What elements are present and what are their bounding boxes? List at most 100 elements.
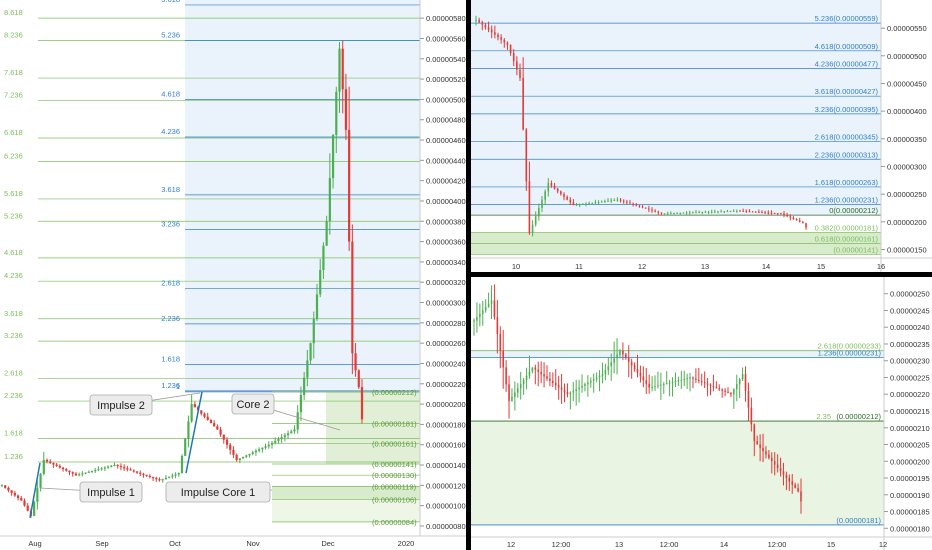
y-tick-label: 0.00000260 <box>426 339 466 348</box>
candle-body <box>4 485 7 488</box>
candle-body <box>232 449 235 455</box>
candle-body <box>657 385 659 387</box>
candle-body <box>184 438 187 456</box>
candle-body <box>487 27 490 30</box>
candle-body <box>338 48 341 92</box>
candle-body <box>688 212 691 214</box>
fib-level-blue-label: 1.618 <box>161 354 180 363</box>
candle-body <box>65 469 68 471</box>
candle-body <box>484 307 487 311</box>
candle-body <box>754 211 757 213</box>
x-tick-label: 15 <box>827 540 835 549</box>
candle-body <box>481 310 484 314</box>
candle-body <box>632 203 634 205</box>
hourly-bottom-chart-panel[interactable]: 2.618(0.00000233) 1.236(0.00000231) (0.000… <box>471 277 932 550</box>
daily-chart-panel[interactable]: 8.618 8.236 7.618 7.236 6.618 6.236 5.618 5.236… <box>0 0 466 550</box>
candle-body <box>597 202 600 204</box>
candle-body <box>277 439 280 441</box>
candle-body <box>241 456 245 459</box>
candle-body <box>744 374 747 391</box>
candle-body <box>657 211 660 213</box>
y-tick-label: 0.00000350 <box>887 135 927 144</box>
candle-body <box>566 392 569 395</box>
candle-body <box>700 381 703 383</box>
candle-body <box>254 450 258 453</box>
candle-body <box>689 377 691 379</box>
candle-body <box>312 318 315 344</box>
y-tick-label: 0.00000560 <box>426 34 466 43</box>
candle-body <box>490 29 493 33</box>
candle-body <box>479 313 481 318</box>
candle-body <box>692 377 694 379</box>
candle-body <box>723 211 726 213</box>
candle-body <box>335 91 338 135</box>
candle-body <box>306 360 309 378</box>
fib-level-green-label: 3.236 <box>4 331 23 340</box>
fib-green-zone <box>326 391 420 465</box>
core-2-callout-box <box>231 393 275 415</box>
candle-body <box>528 371 531 376</box>
hourly-top-chart[interactable]: 5.236(0.00000559) 4.618(0.00000509) 4.236(… <box>471 0 932 272</box>
candle-body <box>554 383 557 386</box>
candle-body <box>625 354 627 359</box>
candle-body <box>748 211 751 213</box>
candle-body <box>613 200 616 202</box>
candle-body <box>706 383 709 385</box>
candle-body <box>698 212 700 214</box>
y-tick-label: 0.00000160 <box>426 441 466 450</box>
candle-body <box>732 210 735 212</box>
candle-body <box>645 380 648 384</box>
price-level-label: (0.00000119) <box>372 482 417 491</box>
candle-body <box>686 378 688 380</box>
candle-body <box>665 383 668 385</box>
fib-level-label-secondary: 2.35 <box>816 412 831 421</box>
candle-body <box>745 211 748 213</box>
candle-body <box>730 393 732 395</box>
fib-level-label: 1.236(0.00000231) <box>818 348 882 357</box>
fib-level-label: 0.618(0.00000161) <box>815 234 879 243</box>
candle-body <box>662 383 665 385</box>
candle-body <box>714 211 716 213</box>
candle-body <box>522 380 525 385</box>
candle-body <box>575 389 577 391</box>
candle-body <box>642 376 645 381</box>
impulse-1-callout-box <box>79 481 143 503</box>
candle-body <box>738 379 741 385</box>
candle-body <box>519 69 521 78</box>
candle-body <box>633 365 636 370</box>
fib-blue-zone <box>185 0 420 392</box>
y-tick-label: 0.00000300 <box>887 162 927 171</box>
y-tick-label: 0.00000230 <box>890 357 930 366</box>
x-tick-label: Dec <box>321 539 335 548</box>
candle-body <box>676 212 678 214</box>
candle-body <box>174 474 177 476</box>
candle-body <box>742 210 744 212</box>
y-tick-label: 0.00000150 <box>887 245 927 254</box>
candle-body <box>534 367 537 370</box>
candle-body <box>142 473 145 475</box>
candle-body <box>177 473 180 475</box>
y-tick-label: 0.00000400 <box>426 197 466 206</box>
candle-body <box>600 201 603 203</box>
candle-body <box>598 375 601 378</box>
impulse-core-1-callout-label: Impulse Core 1 <box>181 487 256 499</box>
candle-body <box>319 270 322 295</box>
daily-chart[interactable]: 8.618 8.236 7.618 7.236 6.618 6.236 5.618 5.236… <box>0 0 466 550</box>
candle-body <box>765 451 767 455</box>
candle-body <box>759 444 761 448</box>
candle-body <box>644 207 647 209</box>
fib-blue-band <box>471 350 884 358</box>
y-tick-label: 0.00000205 <box>890 441 930 450</box>
candle-body <box>698 379 700 382</box>
fib-level-label: 2.618(0.00000345) <box>815 133 879 142</box>
candle-body <box>636 369 639 373</box>
y-tick-label: 0.00000520 <box>426 75 466 84</box>
fib-level-label: (0.00000181) <box>836 516 881 525</box>
hourly-bottom-chart[interactable]: 2.618(0.00000233)1.236(0.00000231) (0.000… <box>471 277 932 550</box>
candle-body <box>727 391 729 394</box>
candle-body <box>546 376 548 379</box>
candle-body <box>487 303 490 308</box>
candle-body <box>94 470 97 472</box>
hourly-top-chart-panel[interactable]: 5.236(0.00000559) 4.618(0.00000509) 4.236(… <box>471 0 932 272</box>
candle-body <box>591 202 594 204</box>
